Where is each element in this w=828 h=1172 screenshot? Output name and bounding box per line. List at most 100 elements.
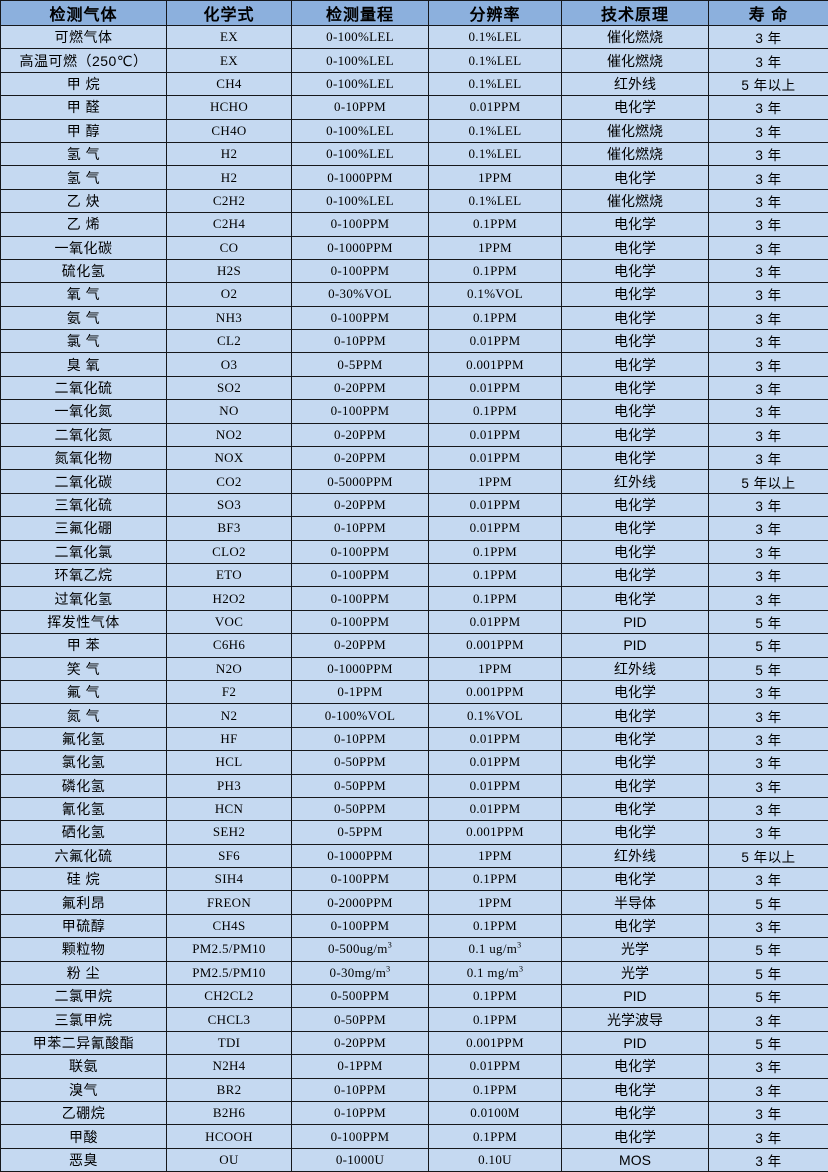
cell-gas: 一氧化碳 bbox=[1, 236, 167, 259]
cell-range: 0-50PPM bbox=[292, 1008, 429, 1031]
cell-range: 0-1PPM bbox=[292, 1055, 429, 1078]
cell-formula: HF bbox=[167, 727, 292, 750]
cell-principle: 光学 bbox=[562, 938, 709, 961]
cell-range: 0-50PPM bbox=[292, 751, 429, 774]
cell-range: 0-10PPM bbox=[292, 96, 429, 119]
cell-life: 3 年 bbox=[709, 587, 828, 610]
cell-gas: 氮氧化物 bbox=[1, 447, 167, 470]
cell-principle: 电化学 bbox=[562, 727, 709, 750]
cell-principle: 电化学 bbox=[562, 1055, 709, 1078]
cell-life: 5 年以上 bbox=[709, 470, 828, 493]
cell-range: 0-20PPM bbox=[292, 1031, 429, 1054]
cell-gas: 二氯甲烷 bbox=[1, 985, 167, 1008]
cell-range: 0-100PPM bbox=[292, 1125, 429, 1148]
cell-principle: 电化学 bbox=[562, 447, 709, 470]
cell-resolution: 0.001PPM bbox=[429, 353, 562, 376]
cell-life: 5 年 bbox=[709, 961, 828, 984]
cell-resolution: 0.01PPM bbox=[429, 423, 562, 446]
cell-life: 3 年 bbox=[709, 376, 828, 399]
cell-range: 0-1000PPM bbox=[292, 166, 429, 189]
cell-range: 0-1PPM bbox=[292, 680, 429, 703]
cell-gas: 乙 烯 bbox=[1, 213, 167, 236]
column-header-range: 检测量程 bbox=[292, 1, 429, 26]
cell-range: 0-100%LEL bbox=[292, 26, 429, 49]
cell-principle: 电化学 bbox=[562, 540, 709, 563]
cell-range: 0-20PPM bbox=[292, 423, 429, 446]
cell-principle: 电化学 bbox=[562, 96, 709, 119]
cell-life: 3 年 bbox=[709, 1101, 828, 1124]
cell-principle: 半导体 bbox=[562, 891, 709, 914]
cell-life: 3 年 bbox=[709, 259, 828, 282]
cell-resolution: 1PPM bbox=[429, 891, 562, 914]
cell-principle: PID bbox=[562, 610, 709, 633]
cell-resolution: 0.01PPM bbox=[429, 376, 562, 399]
cell-principle: 电化学 bbox=[562, 493, 709, 516]
cell-resolution: 0.01PPM bbox=[429, 610, 562, 633]
cell-range: 0-100PPM bbox=[292, 563, 429, 586]
cell-life: 3 年 bbox=[709, 447, 828, 470]
cell-resolution: 0.1PPM bbox=[429, 259, 562, 282]
cell-principle: 电化学 bbox=[562, 423, 709, 446]
cell-formula: BF3 bbox=[167, 517, 292, 540]
cell-gas: 二氧化氮 bbox=[1, 423, 167, 446]
cell-gas: 硅 烷 bbox=[1, 868, 167, 891]
cell-resolution: 0.1PPM bbox=[429, 1125, 562, 1148]
cell-life: 3 年 bbox=[709, 330, 828, 353]
cell-life: 5 年 bbox=[709, 938, 828, 961]
cell-gas: 二氧化硫 bbox=[1, 376, 167, 399]
cell-resolution: 1PPM bbox=[429, 844, 562, 867]
cell-formula: OU bbox=[167, 1148, 292, 1171]
cell-resolution: 0.1PPM bbox=[429, 914, 562, 937]
cell-life: 3 年 bbox=[709, 563, 828, 586]
cell-gas: 氟利昂 bbox=[1, 891, 167, 914]
cell-formula: O3 bbox=[167, 353, 292, 376]
cell-life: 3 年 bbox=[709, 400, 828, 423]
cell-life: 3 年 bbox=[709, 774, 828, 797]
cell-resolution: 0.10U bbox=[429, 1148, 562, 1171]
cell-range: 0-10PPM bbox=[292, 1101, 429, 1124]
cell-resolution: 0.01PPM bbox=[429, 774, 562, 797]
cell-principle: 电化学 bbox=[562, 914, 709, 937]
cell-gas: 氨 气 bbox=[1, 306, 167, 329]
cell-gas: 高温可燃（250℃） bbox=[1, 49, 167, 72]
cell-principle: 红外线 bbox=[562, 657, 709, 680]
cell-formula: NO2 bbox=[167, 423, 292, 446]
cell-principle: 电化学 bbox=[562, 376, 709, 399]
cell-formula: B2H6 bbox=[167, 1101, 292, 1124]
cell-principle: 催化燃烧 bbox=[562, 189, 709, 212]
cell-principle: 电化学 bbox=[562, 330, 709, 353]
cell-range: 0-100PPM bbox=[292, 610, 429, 633]
cell-gas: 甲 醛 bbox=[1, 96, 167, 119]
cell-gas: 颗粒物 bbox=[1, 938, 167, 961]
cell-gas: 恶臭 bbox=[1, 1148, 167, 1171]
cell-life: 3 年 bbox=[709, 49, 828, 72]
cell-formula: H2 bbox=[167, 166, 292, 189]
cell-range: 0-20PPM bbox=[292, 376, 429, 399]
cell-range: 0-100%LEL bbox=[292, 49, 429, 72]
cell-range: 0-100PPM bbox=[292, 587, 429, 610]
cell-principle: 光学 bbox=[562, 961, 709, 984]
cell-gas: 一氧化氮 bbox=[1, 400, 167, 423]
column-header-resolution: 分辨率 bbox=[429, 1, 562, 26]
cell-range: 0-500ug/m3 bbox=[292, 938, 429, 961]
cell-range: 0-100PPM bbox=[292, 540, 429, 563]
cell-formula: PM2.5/PM10 bbox=[167, 961, 292, 984]
cell-resolution: 0.01PPM bbox=[429, 727, 562, 750]
cell-principle: 催化燃烧 bbox=[562, 142, 709, 165]
cell-principle: 电化学 bbox=[562, 1101, 709, 1124]
cell-resolution: 0.1PPM bbox=[429, 985, 562, 1008]
